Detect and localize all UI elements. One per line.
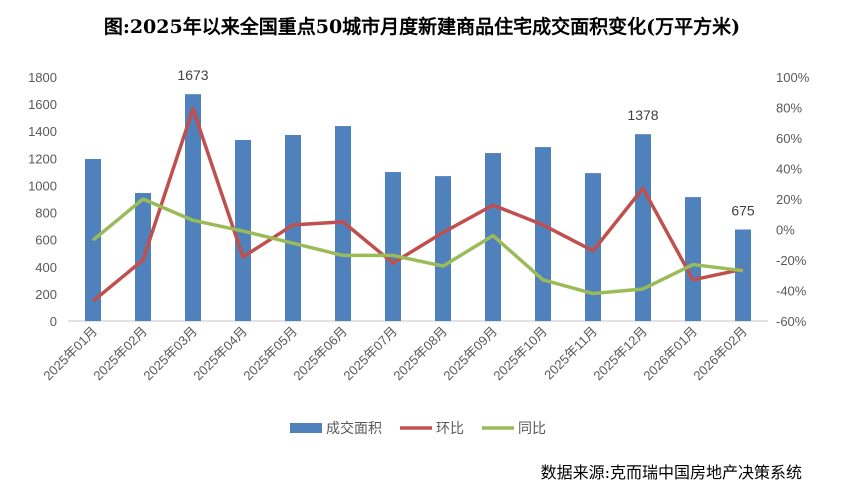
- bar-data-label: 675: [731, 203, 755, 219]
- y-right-tick-label: 0%: [776, 223, 795, 238]
- bar: [535, 147, 551, 321]
- y-left-tick-label: 1800: [28, 70, 57, 85]
- x-tick-label: 2025年10月: [490, 324, 550, 384]
- y-left-tick-label: 200: [35, 287, 57, 302]
- bar-data-label: 1378: [627, 107, 658, 123]
- y-left-tick-label: 1200: [28, 151, 57, 166]
- bar: [685, 197, 701, 321]
- source-note: 数据来源:克而瑞中国房地产决策系统: [541, 463, 802, 482]
- legend-label: 同比: [518, 420, 546, 436]
- legend: 成交面积 环比 同比: [290, 420, 546, 436]
- y-left-tick-label: 600: [35, 233, 57, 248]
- bar: [435, 176, 451, 321]
- y-right-tick-label: -60%: [776, 314, 807, 329]
- bar-data-label: 1673: [177, 67, 208, 83]
- y-left-tick-label: 1000: [28, 178, 57, 193]
- y-left-tick-label: 400: [35, 260, 57, 275]
- x-tick-label: 2026年02月: [690, 324, 750, 384]
- bar: [635, 134, 651, 321]
- legend-swatch-bar: [290, 423, 322, 433]
- legend-label: 成交面积: [326, 420, 382, 436]
- legend-label: 环比: [436, 420, 464, 436]
- y-left-tick-label: 800: [35, 206, 57, 221]
- y-right-tick-label: 40%: [776, 162, 802, 177]
- bar: [735, 230, 751, 322]
- y-right-tick-label: -20%: [776, 253, 807, 268]
- y-right-tick-label: 100%: [776, 70, 810, 85]
- y-left-tick-label: 0: [50, 314, 57, 329]
- y-right-tick-label: -40%: [776, 284, 807, 299]
- y-right-tick-label: 80%: [776, 101, 802, 116]
- y-left-tick-label: 1400: [28, 124, 57, 139]
- y-left-tick-label: 1600: [28, 97, 57, 112]
- y-right-tick-label: 60%: [776, 131, 802, 146]
- y-right-tick-label: 20%: [776, 192, 802, 207]
- chart-title: 图:2025年以来全国重点50城市月度新建商品住宅成交面积变化(万平方米): [104, 15, 740, 38]
- bar: [385, 172, 401, 321]
